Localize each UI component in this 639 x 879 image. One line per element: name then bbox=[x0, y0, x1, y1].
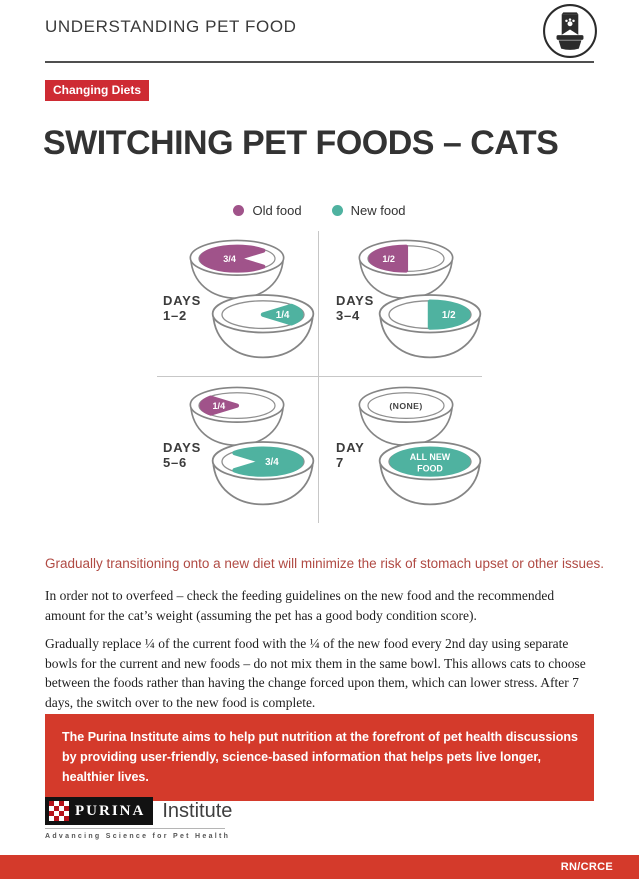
pet-food-bag-and-bowl-icon bbox=[543, 4, 597, 58]
purina-logo-box: PURINA bbox=[45, 797, 154, 825]
period-label: DAYS 1–2 bbox=[163, 293, 202, 323]
portion-label: (NONE) bbox=[389, 401, 422, 411]
legend-label-old: Old food bbox=[252, 203, 302, 218]
purina-institute-logo: PURINA Institute Advancing Science for P… bbox=[45, 797, 232, 840]
portion-label: 3/4 bbox=[265, 457, 279, 468]
logo-brand-text: PURINA bbox=[75, 802, 146, 819]
portion-label: 3/4 bbox=[223, 254, 236, 264]
bowl-old-food-half: 1/2 bbox=[358, 239, 454, 300]
portion-label-line1: ALL NEW bbox=[410, 452, 451, 462]
diagram-vertical-divider bbox=[318, 231, 319, 523]
portion-label: 1/4 bbox=[213, 401, 226, 411]
portion-label: 1/4 bbox=[276, 310, 290, 321]
quadrant-day-7: (NONE) ALL NEW FOOD DAY 7 bbox=[320, 378, 482, 523]
category-badge: Changing Diets bbox=[45, 80, 150, 101]
new-food-dot-icon bbox=[331, 205, 343, 216]
purina-institute-callout: The Purina Institute aims to help put nu… bbox=[45, 714, 594, 801]
footer-code: RN/CRCE bbox=[560, 861, 613, 873]
bowl-old-food-none: (NONE) bbox=[358, 386, 454, 447]
old-food-dot-icon bbox=[233, 205, 245, 216]
legend-item-new-food: New food bbox=[331, 203, 406, 218]
legend-item-old-food: Old food bbox=[233, 203, 302, 218]
bowl-old-food-three-quarters: 3/4 bbox=[189, 239, 285, 300]
bowl-new-food-one-quarter: 1/4 bbox=[211, 294, 315, 359]
page-header-title: UNDERSTANDING PET FOOD bbox=[45, 17, 297, 36]
footer-bar: RN/CRCE bbox=[0, 855, 639, 879]
paragraph-1: In order not to overfeed – check the fee… bbox=[45, 588, 555, 623]
period-label: DAY 7 bbox=[336, 440, 365, 470]
lead-sentence: Gradually transitioning onto a new diet … bbox=[45, 556, 605, 571]
period-label: DAYS 3–4 bbox=[336, 293, 375, 323]
quadrant-days-5-6: 1/4 3/4 DAYS 5–6 bbox=[157, 378, 318, 523]
logo-divider bbox=[45, 828, 225, 829]
paragraph-2: Gradually replace ¼ of the current food … bbox=[45, 636, 586, 710]
diagram-horizontal-divider bbox=[157, 376, 482, 377]
bowl-old-food-one-quarter: 1/4 bbox=[189, 386, 285, 447]
portion-label: 1/2 bbox=[442, 310, 456, 321]
portion-label: 1/2 bbox=[382, 254, 395, 264]
logo-suffix-text: Institute bbox=[162, 799, 233, 822]
logo-tagline: Advancing Science for Pet Health bbox=[45, 833, 231, 840]
purina-checkerboard-icon bbox=[49, 801, 69, 821]
portion-label-line2: FOOD bbox=[417, 463, 443, 473]
legend-label-new: New food bbox=[350, 203, 406, 218]
page-title: SWITCHING PET FOODS – CATS bbox=[43, 124, 559, 162]
header-divider bbox=[45, 61, 594, 63]
legend: Old food New food bbox=[0, 203, 639, 218]
bowl-new-food-full: ALL NEW FOOD bbox=[378, 441, 482, 506]
bowl-new-food-half: 1/2 bbox=[378, 294, 482, 359]
transition-diagram: 3/4 1/4 DAYS 1–2 1/2 bbox=[157, 231, 482, 523]
period-label: DAYS 5–6 bbox=[163, 440, 202, 470]
quadrant-days-3-4: 1/2 1/2 DAYS 3–4 bbox=[320, 231, 482, 376]
bowl-new-food-three-quarters: 3/4 bbox=[211, 441, 315, 506]
quadrant-days-1-2: 3/4 1/4 DAYS 1–2 bbox=[157, 231, 318, 376]
